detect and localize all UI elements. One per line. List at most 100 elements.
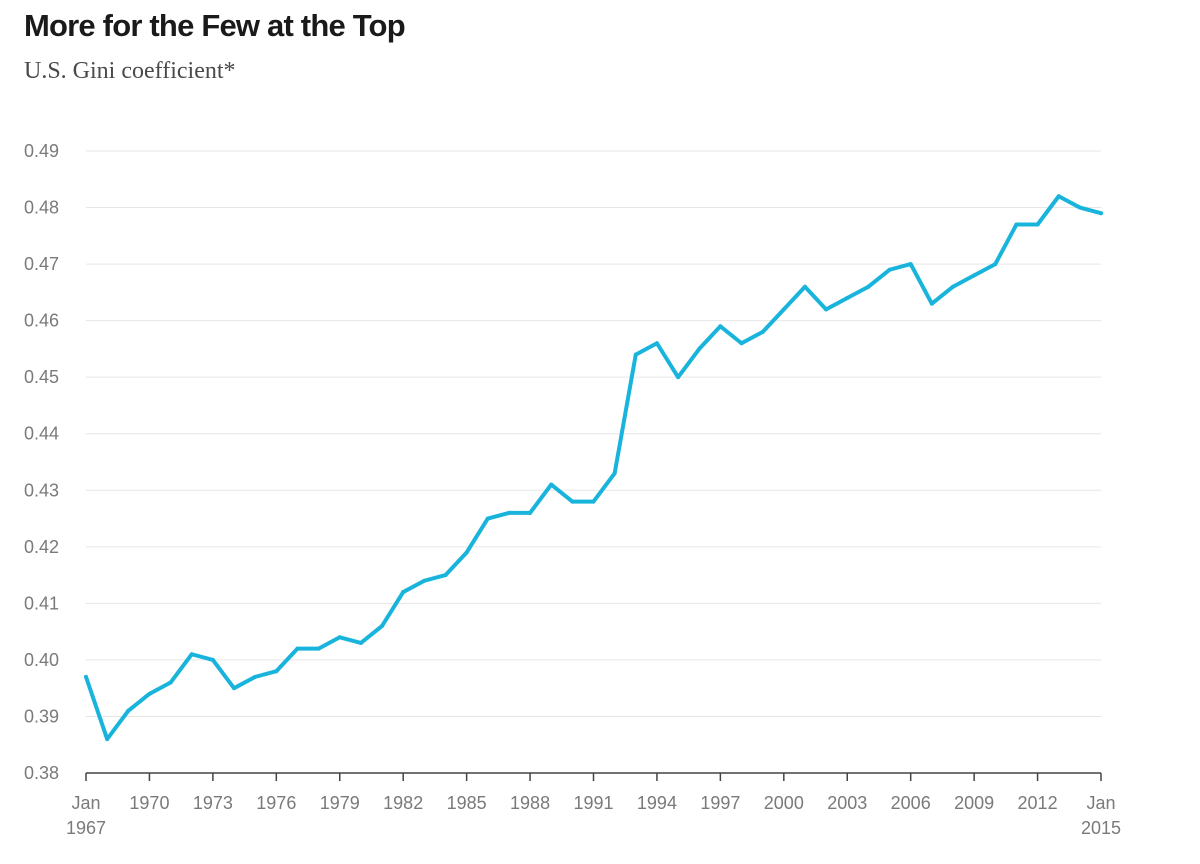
y-tick-label: 0.47 [24,254,59,274]
series-line [84,194,1103,742]
x-tick-label: 2006 [891,793,931,813]
x-tick-label-line: 2012 [1018,793,1058,813]
data-point [189,652,194,657]
x-tick-label: 1982 [383,793,423,813]
data-point [422,578,427,583]
y-tick-label: 0.40 [24,650,59,670]
data-point [506,510,511,515]
data-point [845,296,850,301]
data-point [1099,211,1103,216]
data-point [274,669,279,674]
data-point [485,516,490,521]
x-tick-label: 1988 [510,793,550,813]
x-tick-label: 2000 [764,793,804,813]
data-point [232,686,237,691]
data-point [1035,222,1040,227]
data-point [802,284,807,289]
y-tick-label: 0.48 [24,198,59,218]
data-point [105,737,110,742]
data-point [401,590,406,595]
x-tick-label: 1991 [573,793,613,813]
data-point [993,262,998,267]
data-point [464,550,469,555]
data-point [549,482,554,487]
data-point [908,262,913,267]
data-point [972,273,977,278]
data-point [443,573,448,578]
x-tick-label-line: 1994 [637,793,677,813]
data-point [358,640,363,645]
x-tick-label-line: 2015 [1081,818,1121,838]
y-tick-label: 0.45 [24,367,59,387]
data-point [253,674,258,679]
x-tick-label-line: Jan [1086,793,1115,813]
x-tick-label-line: 2003 [827,793,867,813]
x-tick-label: 1994 [637,793,677,813]
x-tick-label-line: 1976 [256,793,296,813]
y-axis: 0.38 0.39 0.40 0.41 0.42 0.43 0.44 0.45 0.46 0.47… [24,141,59,783]
series-group [84,194,1103,742]
y-tick-label: 0.43 [24,480,59,500]
x-tick-label-line: 2006 [891,793,931,813]
data-point [887,267,892,272]
data-point [570,499,575,504]
x-tick-label: 2012 [1018,793,1058,813]
data-point [781,307,786,312]
y-tick-label: 0.41 [24,593,59,613]
x-tick-label-line: 1985 [447,793,487,813]
data-point [633,352,638,357]
data-point [739,341,744,346]
data-point [126,708,131,713]
data-point [612,471,617,476]
x-tick-label: Jan 1967 [66,793,106,838]
x-tick-label-line: 1973 [193,793,233,813]
y-tick-label: 0.42 [24,537,59,557]
data-point [1077,205,1082,210]
data-point [654,341,659,346]
data-point [697,346,702,351]
x-tick-label: 1979 [320,793,360,813]
x-tick-label-line: 2009 [954,793,994,813]
data-point [528,510,533,515]
x-tick-label: 2003 [827,793,867,813]
data-point [866,284,871,289]
data-point [168,680,173,685]
data-point [380,623,385,628]
data-point [950,284,955,289]
x-tick-label: Jan 2015 [1081,793,1121,838]
y-tick-label: 0.44 [24,424,59,444]
gridlines [86,150,1101,717]
data-point [84,674,88,679]
data-point [718,324,723,329]
x-tick-label: 2009 [954,793,994,813]
data-point [591,499,596,504]
x-tick-label-line: Jan [71,793,100,813]
x-tick-label: 1973 [193,793,233,813]
x-tick-label-line: 1982 [383,793,423,813]
y-tick-label: 0.38 [24,763,59,783]
x-axis: Jan 1967 1970 1973 1976 1979 1982 1985 1988 1991 1… [66,772,1121,838]
x-tick-label-line: 1991 [573,793,613,813]
data-point [210,657,215,662]
chart-subtitle: U.S. Gini coefficient* [24,58,236,84]
x-tick-label-line: 1988 [510,793,550,813]
x-tick-label: 1976 [256,793,296,813]
x-tick-label: 1997 [700,793,740,813]
data-point [295,646,300,651]
data-point [676,375,681,380]
x-tick-label-line: 1997 [700,793,740,813]
x-tick-label-line: 1967 [66,818,106,838]
x-tick-label-line: 1979 [320,793,360,813]
data-point [760,329,765,334]
x-tick-label: 1970 [129,793,169,813]
data-point [316,646,321,651]
x-tick-label-line: 1970 [129,793,169,813]
chart-title: More for the Few at the Top [24,8,406,43]
data-point [1056,194,1061,199]
data-point [337,635,342,640]
data-point [929,301,934,306]
x-tick-label-line: 2000 [764,793,804,813]
data-point [824,307,829,312]
x-tick-label: 1985 [447,793,487,813]
